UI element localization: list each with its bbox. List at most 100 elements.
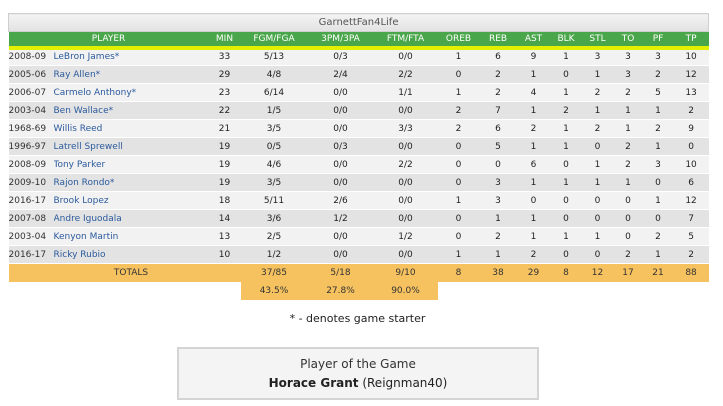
stat-to: 2: [613, 137, 643, 156]
col-header-to[interactable]: TO: [613, 31, 643, 50]
stat-pf: 2: [642, 227, 674, 246]
col-header-oreb[interactable]: OREB: [437, 31, 480, 50]
stat-3p: 0/0: [307, 101, 374, 120]
stat-blk: 1: [550, 119, 582, 138]
stat-oreb: 0: [437, 155, 480, 174]
stat-min: 19: [208, 155, 241, 174]
stat-tp: 5: [673, 227, 709, 246]
stat-ft: 0/0: [373, 245, 438, 264]
stat-stl: 0: [581, 245, 614, 264]
stat-reb: 3: [479, 173, 517, 192]
stat-pf: 1: [642, 137, 674, 156]
player-name[interactable]: Ricky Rubio: [53, 245, 209, 264]
stat-fg: 4/8: [240, 65, 308, 84]
player-name[interactable]: Kenyon Martin: [53, 227, 209, 246]
stat-pf: 5: [642, 83, 674, 102]
player-of-game-name[interactable]: Horace Grant: [268, 376, 359, 390]
stat-ft: 2/2: [373, 65, 438, 84]
stat-ast: 4: [516, 83, 551, 102]
player-name[interactable]: Rajon Rondo*: [53, 173, 209, 192]
totals-pf: 21: [642, 263, 674, 282]
stat-to: 1: [613, 173, 643, 192]
col-header-ast[interactable]: AST: [516, 31, 551, 50]
stat-ft: 0/0: [373, 47, 438, 66]
player-of-game-line: Horace Grant (Reignman40): [179, 376, 537, 390]
player-name[interactable]: Ben Wallace*: [53, 101, 209, 120]
stat-pf: 0: [642, 173, 674, 192]
col-header-3p[interactable]: 3PM/3PA: [307, 31, 374, 50]
stat-oreb: 0: [437, 137, 480, 156]
stat-blk: 0: [550, 209, 582, 228]
player-name[interactable]: Tony Parker: [53, 155, 209, 174]
stat-pf: 3: [642, 47, 674, 66]
stat-blk: 2: [550, 101, 582, 120]
col-header-fg[interactable]: FGM/FGA: [240, 31, 308, 50]
stat-oreb: 2: [437, 119, 480, 138]
stat-fg: 6/14: [240, 83, 308, 102]
stat-tp: 0: [673, 137, 709, 156]
team-name: GarnettFan4Life: [7, 13, 710, 32]
totals-spacer: [8, 263, 54, 282]
stat-stl: 2: [581, 83, 614, 102]
stat-3p: 0/0: [307, 227, 374, 246]
starter-note: * - denotes game starter: [289, 312, 426, 325]
stat-to: 0: [613, 191, 643, 210]
stat-oreb: 1: [437, 47, 480, 66]
player-name[interactable]: Brook Lopez: [53, 191, 209, 210]
col-header-stl[interactable]: STL: [581, 31, 614, 50]
col-header-pf[interactable]: PF: [642, 31, 674, 50]
stat-pf: 1: [642, 191, 674, 210]
player-row: 2009-10 Rajon Rondo* 19 3/5 0/0 0/0 0 3 1 1 1 1 0 6: [8, 173, 709, 192]
stat-pf: 1: [642, 245, 674, 264]
player-row: 2003-04 Ben Wallace* 22 1/5 0/0 0/0 2 7 1 2 1 1 1 2: [8, 101, 709, 120]
stat-fg: 3/5: [240, 119, 308, 138]
stat-fg: 0/5: [240, 137, 308, 156]
stat-ast: 1: [516, 101, 551, 120]
stat-to: 3: [613, 65, 643, 84]
col-header-reb[interactable]: REB: [479, 31, 517, 50]
player-season: 2008-09: [8, 155, 54, 174]
stat-fg: 5/11: [240, 191, 308, 210]
player-name[interactable]: Carmelo Anthony*: [53, 83, 209, 102]
player-of-game-owner[interactable]: (Reignman40): [358, 376, 448, 390]
stat-stl: 1: [581, 173, 614, 192]
stat-tp: 13: [673, 83, 709, 102]
stat-blk: 1: [550, 47, 582, 66]
totals-label: TOTALS: [53, 263, 209, 282]
player-name[interactable]: Latrell Sprewell: [53, 137, 209, 156]
player-name[interactable]: Ray Allen*: [53, 65, 209, 84]
stat-blk: 1: [550, 227, 582, 246]
player-name[interactable]: Andre Iguodala: [53, 209, 209, 228]
stat-pf: 0: [642, 209, 674, 228]
player-row: 2016-17 Ricky Rubio 10 1/2 0/0 0/0 1 1 2 0 0 2 1 2: [8, 245, 709, 264]
player-name[interactable]: Willis Reed: [53, 119, 209, 138]
stat-fg: 2/5: [240, 227, 308, 246]
player-of-game-title: Player of the Game: [300, 357, 416, 371]
col-header-blk[interactable]: BLK: [550, 31, 582, 50]
totals-fg: 37/85: [240, 263, 308, 282]
stat-stl: 0: [581, 137, 614, 156]
stat-blk: 1: [550, 173, 582, 192]
player-season: 2016-17: [8, 245, 54, 264]
stat-stl: 1: [581, 65, 614, 84]
col-header-tp[interactable]: TP: [673, 31, 709, 50]
player-row: 2008-09 LeBron James* 33 5/13 0/3 0/0 1 6 9 1 3 3 3 1…: [8, 47, 709, 66]
stat-3p: 0/0: [307, 119, 374, 138]
col-header-player[interactable]: PLAYER: [8, 31, 209, 50]
totals-tp: 88: [673, 263, 709, 282]
column-header-row: PLAYER MIN FGM/FGA 3PM/3PA FTM/FTA OREB …: [8, 31, 709, 50]
col-header-min[interactable]: MIN: [208, 31, 241, 50]
stat-ast: 1: [516, 227, 551, 246]
stat-min: 18: [208, 191, 241, 210]
player-season: 1996-97: [8, 137, 54, 156]
player-row: 2016-17 Brook Lopez 18 5/11 2/6 0/0 1 3 0 0 0 0 1 12: [8, 191, 709, 210]
player-season: 2005-06: [8, 65, 54, 84]
player-name[interactable]: LeBron James*: [53, 47, 209, 66]
col-header-ft[interactable]: FTM/FTA: [373, 31, 438, 50]
stat-stl: 1: [581, 227, 614, 246]
totals-row: TOTALS 37/85 5/18 9/10 8 38 29 8 12 17 2…: [8, 263, 709, 282]
player-season: 2008-09: [8, 47, 54, 66]
stat-fg: 5/13: [240, 47, 308, 66]
stat-stl: 0: [581, 191, 614, 210]
stat-ast: 2: [516, 119, 551, 138]
